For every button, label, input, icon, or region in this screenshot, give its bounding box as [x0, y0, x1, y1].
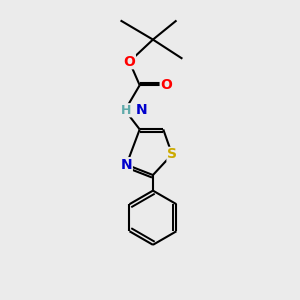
Text: O: O [124, 55, 135, 69]
Text: H: H [121, 104, 132, 117]
Text: N: N [135, 103, 147, 117]
Text: N: N [121, 158, 132, 172]
Text: S: S [167, 147, 177, 161]
Text: O: O [160, 78, 172, 92]
